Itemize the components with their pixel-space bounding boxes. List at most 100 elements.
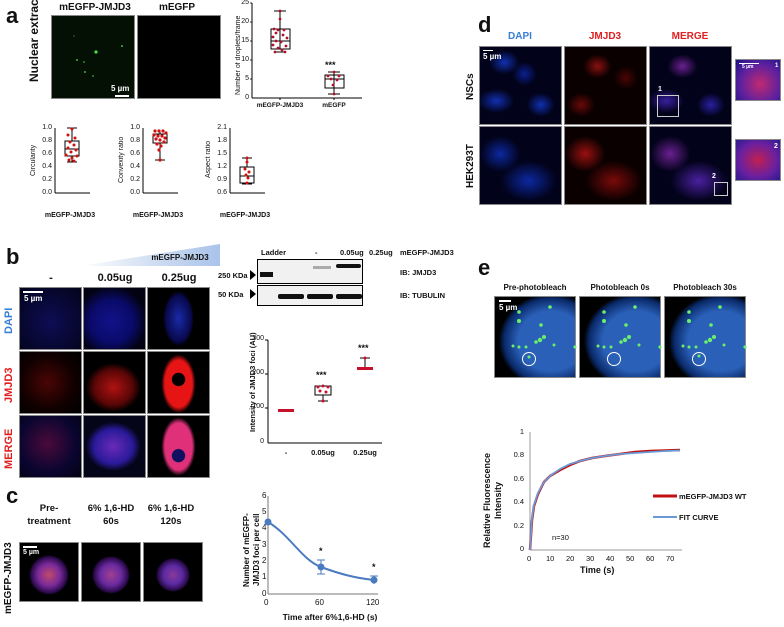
foci-dots — [681, 305, 747, 366]
ytick: 0.0 — [130, 189, 140, 196]
ytick: 100 — [252, 403, 264, 410]
scale-bar — [739, 63, 759, 64]
ytick: 1 — [519, 427, 524, 436]
dapi-image — [83, 287, 146, 350]
droplets-plot — [250, 2, 362, 100]
ib-tubulin: IB: TUBULIN — [400, 291, 445, 300]
ytick: 2.1 — [217, 124, 227, 131]
convexity-plot — [142, 128, 178, 194]
band — [260, 272, 273, 277]
column-label-line: 6% 1,6-HD — [147, 503, 195, 514]
ytick: 0.2 — [130, 176, 140, 183]
significance-marker: *** — [358, 343, 369, 353]
column-jmjd3: JMJD3 — [588, 31, 622, 42]
scale-bar-label: 5 µm — [483, 52, 502, 61]
row-label: mEGFP-JMJD3 — [3, 542, 14, 615]
band — [336, 264, 361, 268]
column-dapi: DAPI — [508, 31, 532, 42]
ib-jmjd3: IB: JMJD3 — [400, 268, 437, 277]
inset-label: 2 — [712, 173, 716, 180]
ytick: 200 — [252, 369, 264, 376]
hd-image-60s — [81, 542, 141, 602]
gradient-label: mEGFP-JMJD3 — [151, 253, 209, 262]
row-label-jmjd3: JMJD3 — [3, 367, 15, 403]
ytick: 0.6 — [130, 150, 140, 157]
xtick: 0 — [264, 598, 269, 607]
nscs-merge-image: 1 — [649, 46, 732, 125]
ytick: 5 — [262, 507, 267, 516]
n-annotation: n=30 — [552, 533, 569, 542]
column-label: Pre-treatment — [18, 502, 80, 528]
ytick: 0 — [519, 544, 524, 553]
band — [307, 294, 333, 299]
scale-bar — [23, 291, 43, 293]
column-label-line: Pre- — [39, 503, 59, 514]
ytick: 0 — [245, 94, 249, 101]
image-title-egfp: mEGFP — [158, 2, 196, 13]
lane-header: mEGFP-JMJD3 — [400, 248, 454, 257]
ytick: 0.6 — [217, 189, 227, 196]
column-label: 6% 1,6-HD 60s — [80, 502, 142, 528]
ytick: 0.2 — [513, 521, 524, 530]
xtick: 60 — [646, 554, 655, 563]
ytick: 0.9 — [217, 176, 227, 183]
hd-image-pre: 5 µm — [19, 542, 79, 602]
ytick: 0.8 — [130, 137, 140, 144]
ytick: 0.4 — [130, 163, 140, 170]
frap-image-0s — [579, 296, 662, 378]
lane-label: 0.25ug — [369, 248, 393, 257]
scale-bar-label: 5 µm — [24, 294, 43, 303]
foci-plot — [264, 496, 378, 595]
hd-image-120s — [143, 542, 203, 602]
xtick: mEGFP-JMJD3 — [44, 212, 96, 219]
aspect-ratio-chart: Aspect ratio 2.1 1.8 1.5 1.2 0.9 0.6 mEG… — [205, 124, 285, 225]
ytick: 1 — [262, 572, 267, 581]
column-label: 6% 1,6-HD 120s — [140, 502, 202, 528]
column-label: Photobleach 0s — [590, 283, 650, 292]
merge-image — [147, 415, 210, 478]
xtick: mEGFP-JMJD3 — [132, 212, 184, 219]
legend-wt: mEGFP-JMJD3 WT — [679, 492, 747, 501]
row-label-dapi: DAPI — [3, 307, 15, 335]
jmjd3-image — [147, 351, 210, 414]
image-title-jmjd3: mEGFP-JMJD3 — [59, 2, 131, 13]
ytick: 15 — [241, 37, 249, 44]
convexity-chart: Convexity ratio 1.0 0.8 0.6 0.4 0.2 0.0 … — [118, 124, 198, 225]
droplets — [73, 35, 123, 77]
ytick: 0.8 — [42, 137, 52, 144]
lane-label: 0.05ug — [340, 248, 364, 257]
xtick: mEGFP-JMJD3 — [256, 102, 304, 109]
xtick: 70 — [666, 554, 675, 563]
panel-b-label: b — [6, 244, 20, 269]
nscs-dapi-image: 5 µm — [479, 46, 562, 125]
tubulin-blot-strip — [257, 285, 363, 306]
dapi-image — [147, 287, 210, 350]
panel-d-label: d — [478, 12, 492, 37]
panel-a-label: a — [6, 3, 19, 28]
lane-label: - — [315, 248, 318, 257]
lane-label: Ladder — [261, 248, 287, 257]
xtick: 30 — [586, 554, 595, 563]
ytick: 300 — [252, 335, 264, 342]
merge-image — [19, 415, 82, 478]
column-label-line: 120s — [160, 516, 182, 527]
ytick: 1.5 — [217, 150, 227, 157]
ytick: 6 — [262, 491, 267, 500]
marker-50: 50 KDa — [218, 290, 244, 299]
column-label-line: treatment — [27, 516, 71, 527]
nscs-jmjd3-image — [564, 46, 647, 125]
scale-bar-label: 5 µm — [23, 549, 40, 556]
inset-image-1: 5 µm 1 — [735, 59, 781, 101]
significance-marker: * — [319, 546, 323, 556]
ytick: 0.4 — [42, 163, 52, 170]
jmjd3-image — [83, 351, 146, 414]
panel-c-label: c — [6, 483, 19, 508]
ytick: 2 — [262, 556, 267, 565]
ytick: 0.2 — [42, 176, 52, 183]
xtick: 40 — [606, 554, 615, 563]
significance-marker: *** — [325, 60, 336, 70]
droplet-image-jmjd3: 5 µm — [51, 15, 135, 99]
column-label: 0.25ug — [161, 272, 197, 284]
marker-arrow-icon — [250, 289, 256, 299]
droplet-image-egfp — [137, 15, 221, 99]
